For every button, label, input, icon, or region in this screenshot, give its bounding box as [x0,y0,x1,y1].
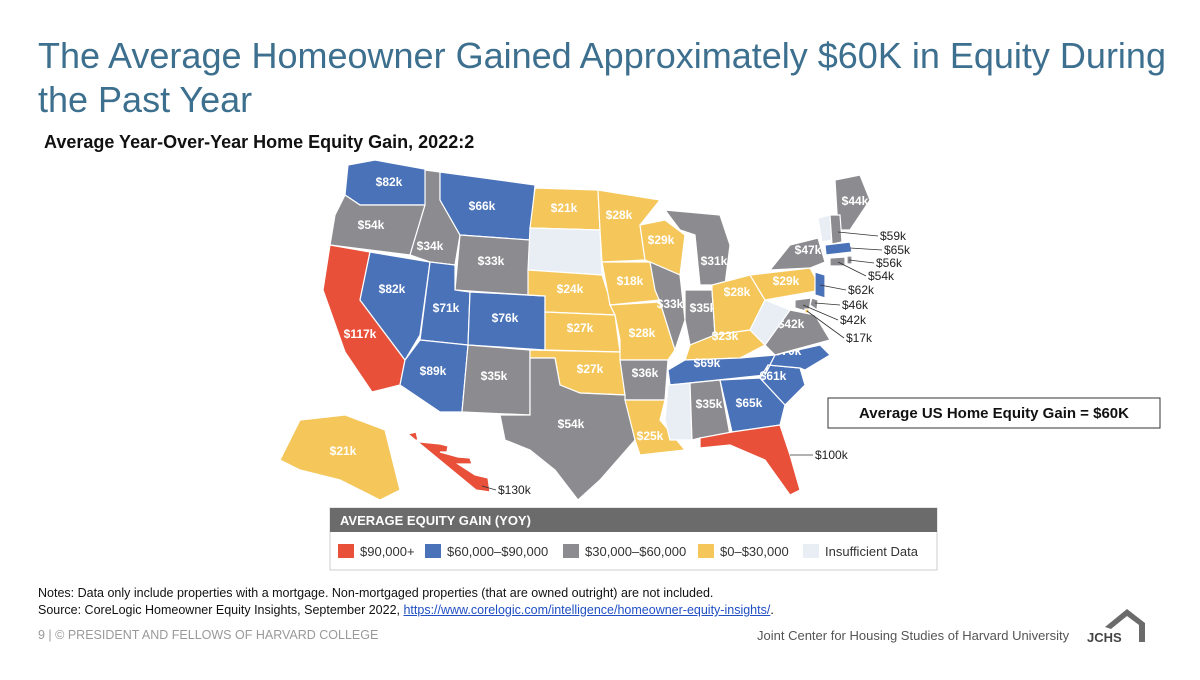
state-label: $35k [481,369,508,383]
legend-swatch [803,544,819,558]
state-label: $46k [842,298,869,312]
state-label: $65k [736,396,763,410]
state [279,414,401,501]
legend-label: $60,000–$90,000 [447,544,548,559]
leader-line [819,284,847,291]
state-label: $62k [848,283,875,297]
legend-label: $0–$30,000 [720,544,789,559]
legend-label: Insufficient Data [825,544,919,559]
title: The Average Homeowner Gained Approximate… [38,35,1166,120]
leader-line [848,259,875,264]
state-label: $42k [840,313,867,327]
state-label: $61k [760,369,787,383]
leader-line [481,485,497,491]
state-label: $27k [567,321,594,335]
state-label: $25k [637,429,664,443]
state-label: $66k [469,199,496,213]
state-label: $27k [577,362,604,376]
leader-line [802,304,839,321]
legend-label: $90,000+ [360,544,415,559]
state-label: $28k [724,285,751,299]
state [406,431,491,493]
state-label: $29k [648,233,675,247]
state-label: $21k [551,201,578,215]
state-label: $82k [376,175,403,189]
state-label: $35k [696,397,723,411]
state-label: $34k [417,239,444,253]
leader-line [849,247,883,251]
leader-line [814,302,841,306]
leader-line [837,261,867,277]
state [499,357,636,501]
state-label: $54k [868,269,895,283]
source-end: . [770,603,774,617]
callout-box [827,397,1161,429]
state-label: $82k [379,282,406,296]
state-label: $28k [629,326,656,340]
map: Average US Home Equity Gain = $60K AVERA… [279,159,1161,571]
state-label: $35k [690,301,717,315]
source-line: Source: CoreLogic Homeowner Equity Insig… [38,602,774,619]
state-label: $59k [880,229,907,243]
state-label: $18k [617,274,644,288]
state-label: $23k [712,329,739,343]
state-label: $28k [606,208,633,222]
state-label: $69k [694,356,721,370]
logo-house [1105,609,1145,642]
leader-line [837,231,879,237]
state [719,377,786,433]
state-label: $117k [344,327,377,341]
source: Source: CoreLogic Homeowner Equity Insig… [38,603,400,617]
state-label: $89k [420,364,447,378]
state-label: $29k [773,274,800,288]
legend-swatch [698,544,714,558]
state-label: $33k [657,297,684,311]
state [527,227,603,276]
logo: JCHS [1087,609,1145,645]
subtitle: Average Year-Over-Year Home Equity Gain,… [44,132,475,152]
state-label: $33k [478,254,505,268]
note: Notes: Data only include properties with… [38,586,714,600]
callout: Average US Home Equity Gain = $60K [859,405,1129,422]
state-label: $54k [358,218,385,232]
state-label: $42k [778,317,805,331]
state-label: $100k [815,448,849,462]
state-label: $56k [876,256,903,270]
state [768,237,826,271]
state-label: $71k [433,301,460,315]
legend-header [330,508,937,532]
state-label: $44k [842,194,869,208]
state-label: $31k [701,254,728,268]
state [699,424,801,496]
legend-swatch [338,544,354,558]
state-label: $76k [492,311,519,325]
state [824,241,853,256]
state-label: $65k [884,243,911,257]
logo-text: JCHS [1087,630,1122,645]
state-label: $17k [846,331,873,345]
state-label: $36k [632,366,659,380]
state-label: $21k [330,444,357,458]
state-label: $47k [795,243,822,257]
notes: Notes: Data only include properties with… [38,585,774,619]
legend-swatch [563,544,579,558]
state [359,251,431,362]
state [759,364,806,406]
source-link[interactable]: https://www.corelogic.com/intelligence/h… [403,603,771,617]
footer-right: Joint Center for Housing Studies of Harv… [757,628,1070,643]
leader-line [806,310,845,339]
state [624,399,687,456]
legend-label: $30,000–$60,000 [585,544,686,559]
state-label: $54k [558,417,585,431]
state [829,214,843,245]
state [649,261,686,352]
state-label: $130k [498,483,532,497]
legend-swatch [425,544,441,558]
state [749,299,791,346]
state [664,382,693,441]
state-label: $24k [557,282,584,296]
footer-left: 9 | © PRESIDENT AND FELLOWS OF HARVARD C… [38,628,379,642]
legend-title: AVERAGE EQUITY GAIN (YOY) [340,513,531,528]
